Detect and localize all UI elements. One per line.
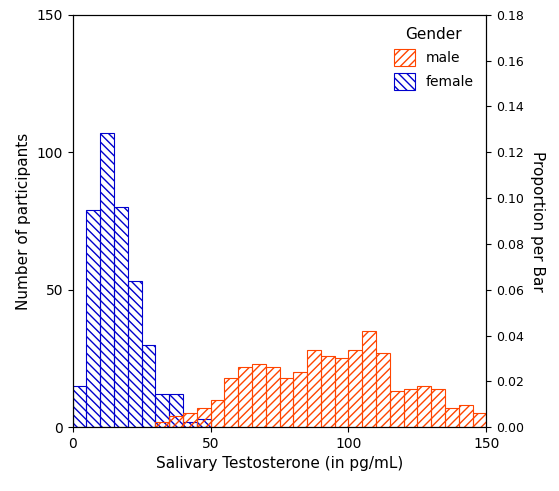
X-axis label: Salivary Testosterone (in pg/mL): Salivary Testosterone (in pg/mL) [156,457,403,471]
Bar [224,378,238,427]
Bar [183,422,197,427]
Bar [155,422,169,427]
Bar [183,413,197,427]
Bar [472,413,486,427]
Bar [321,355,335,427]
Bar [431,389,445,427]
Y-axis label: Proportion per Bar: Proportion per Bar [530,151,545,291]
Bar [114,207,128,427]
Bar [376,353,390,427]
Bar [445,408,459,427]
Legend: male, female: male, female [389,22,480,96]
Bar [87,210,100,427]
Bar [307,350,321,427]
Bar [348,350,362,427]
Bar [197,408,211,427]
Bar [418,386,431,427]
Bar [141,345,155,427]
Bar [252,364,266,427]
Bar [404,389,418,427]
Bar [169,394,183,427]
Bar [335,358,348,427]
Bar [459,405,472,427]
Bar [266,367,280,427]
Bar [169,416,183,427]
Bar [238,367,252,427]
Bar [390,391,404,427]
Bar [293,372,307,427]
Bar [362,331,376,427]
Y-axis label: Number of participants: Number of participants [16,133,31,309]
Bar [73,386,87,427]
Bar [155,394,169,427]
Bar [280,378,293,427]
Bar [197,419,211,427]
Bar [128,281,141,427]
Bar [100,133,114,427]
Bar [211,400,224,427]
